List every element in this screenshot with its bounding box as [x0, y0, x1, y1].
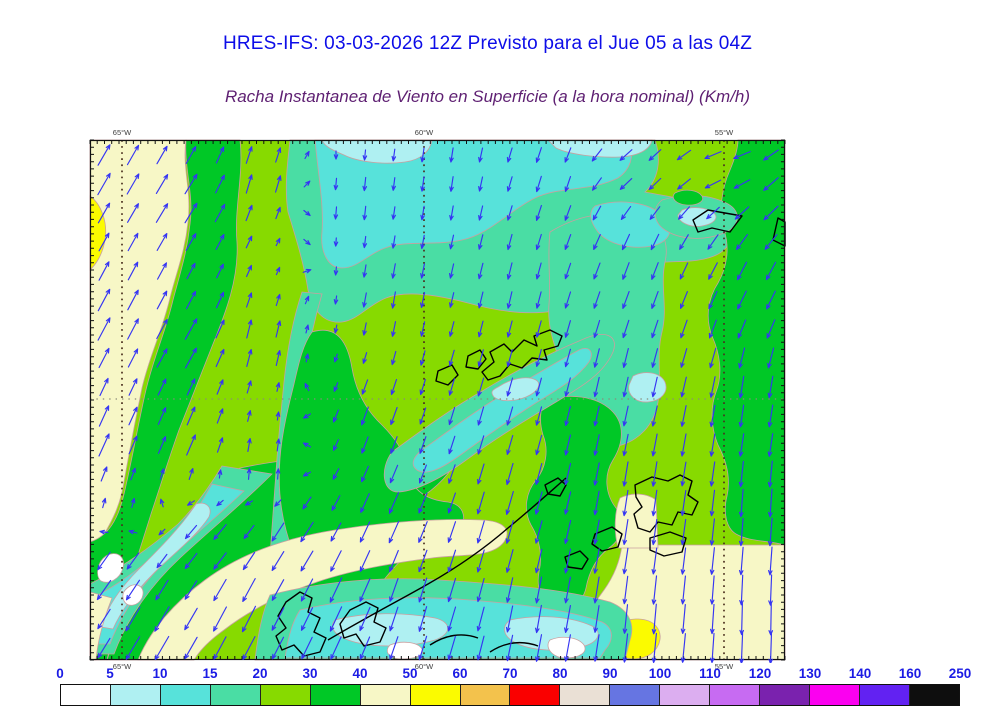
page-title: HRES-IFS: 03-03-2026 12Z Previsto para e…	[222, 33, 753, 54]
colorbar-tick-label: 90	[602, 666, 618, 681]
contour-region-40-50	[137, 519, 508, 661]
coastline	[339, 601, 387, 647]
colorbar-tick-label: 20	[252, 666, 268, 681]
contour-region-5-10	[491, 377, 540, 402]
colorbar-tick-label: 70	[502, 666, 518, 681]
colorbar-swatch-40-50	[360, 685, 411, 705]
colorbar-swatch-15-20	[210, 685, 261, 705]
colorbar-tick-label: 110	[699, 666, 721, 681]
meridian-label: 55°W	[714, 662, 734, 671]
colorbar-tick-label: 50	[402, 666, 418, 681]
contour-region-5-10	[547, 139, 653, 158]
coastlines	[275, 209, 786, 657]
colorbar-swatch-30-40	[310, 685, 361, 705]
contour-regions	[89, 139, 786, 661]
coastline	[275, 591, 327, 657]
contour-region-30-40	[672, 189, 704, 206]
meridian-label: 60°W	[414, 128, 434, 137]
contour-region-5-10	[321, 139, 433, 164]
wind-arrows	[96, 144, 779, 663]
colorbar-swatch-80-90	[560, 685, 611, 705]
colorbar-swatch-110-120	[710, 685, 761, 705]
colorbar-tick-label: 10	[152, 666, 168, 681]
coastline	[465, 349, 487, 370]
colorbar-tick-label: 30	[302, 666, 318, 681]
colorbar-swatch-60-70	[460, 685, 511, 705]
contour-region-10-15	[314, 139, 633, 269]
meridian-label: 65°W	[112, 128, 132, 137]
contour-region-0-5	[386, 641, 423, 660]
colorbar-swatch-0-5	[61, 685, 111, 705]
coastline	[633, 474, 699, 533]
colorbar-tick-label: 100	[648, 666, 672, 681]
weather-map-canvas	[89, 139, 786, 663]
colorbar-tick-label: 80	[552, 666, 568, 681]
colorbar-swatch-130-140	[810, 685, 860, 705]
coastline	[429, 634, 539, 653]
colorbar-swatch-140-160	[860, 685, 910, 705]
colorbar-swatch-20-30	[260, 685, 311, 705]
wind-arrow-field	[96, 144, 779, 663]
colorbar-swatch-120-130	[760, 685, 811, 705]
contour-region-0-5	[547, 636, 586, 659]
colorbar-tick-label: 250	[948, 666, 972, 681]
contour-region-5-10	[628, 372, 667, 403]
colorbar-swatch-10-15	[160, 685, 211, 705]
coastline	[591, 526, 623, 552]
colorbar-swatch-50-60	[410, 685, 461, 705]
colorbar-tick-label: 0	[56, 666, 64, 681]
colorbar-swatch-90-100	[610, 685, 661, 705]
colorbar-tick-label: 120	[748, 666, 772, 681]
meridian-label: 65°W	[112, 662, 132, 671]
meridian-label: 55°W	[714, 128, 734, 137]
coastline	[692, 209, 743, 233]
page-subtitle: Racha Instantanea de Viento en Superfici…	[224, 87, 751, 106]
colorbar-swatch-100-110	[660, 685, 711, 705]
colorbar-tick-label: 140	[848, 666, 872, 681]
coastline	[649, 531, 687, 557]
colorbar-swatch-160-250	[909, 685, 959, 705]
colorbar-tick-label: 15	[202, 666, 218, 681]
contour-region-15-20	[89, 465, 273, 655]
colorbar-tick-label: 160	[898, 666, 922, 681]
graticule	[90, 140, 785, 660]
colorbar-tick-label: 130	[798, 666, 822, 681]
coastline	[544, 477, 567, 497]
colorbar-swatch-70-80	[510, 685, 561, 705]
colorbar-labels: 0 5 10 15 20 30 40 50 60 70 80 90 100 110 120 130 140 160…	[56, 666, 971, 682]
map-frame	[89, 139, 786, 661]
colorbar-swatch-5-10	[110, 685, 161, 705]
colorbar-tick-label: 5	[106, 666, 114, 681]
contour-region-40-50	[89, 139, 190, 543]
wind-gust-map	[89, 139, 786, 663]
contour-region-0-5	[122, 584, 144, 606]
colorbar	[60, 684, 960, 706]
colorbar-tick-label: 60	[452, 666, 468, 681]
colorbar-tick-label: 40	[352, 666, 368, 681]
meridian-label: 60°W	[414, 662, 434, 671]
